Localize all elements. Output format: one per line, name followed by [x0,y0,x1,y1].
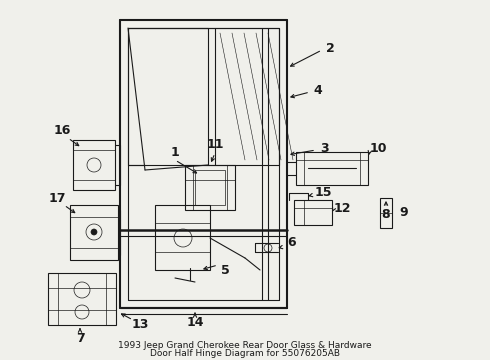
Text: 15: 15 [314,186,332,199]
Text: 2: 2 [326,41,334,54]
Text: 1993 Jeep Grand Cherokee Rear Door Glass & Hardware: 1993 Jeep Grand Cherokee Rear Door Glass… [118,341,372,350]
Text: 1: 1 [171,145,179,158]
Text: 5: 5 [220,264,229,276]
Text: 7: 7 [75,332,84,345]
Text: 6: 6 [288,237,296,249]
Circle shape [91,229,97,235]
Text: 4: 4 [314,84,322,96]
Text: 9: 9 [400,207,408,220]
Text: 16: 16 [53,123,71,136]
Text: Door Half Hinge Diagram for 55076205AB: Door Half Hinge Diagram for 55076205AB [150,348,340,357]
Text: 10: 10 [369,141,387,154]
Text: 14: 14 [186,316,204,329]
Text: 17: 17 [48,192,66,204]
Text: 12: 12 [333,202,351,215]
Text: 11: 11 [206,139,224,152]
Text: 3: 3 [319,141,328,154]
Text: 8: 8 [382,208,391,221]
Text: 13: 13 [131,319,148,332]
